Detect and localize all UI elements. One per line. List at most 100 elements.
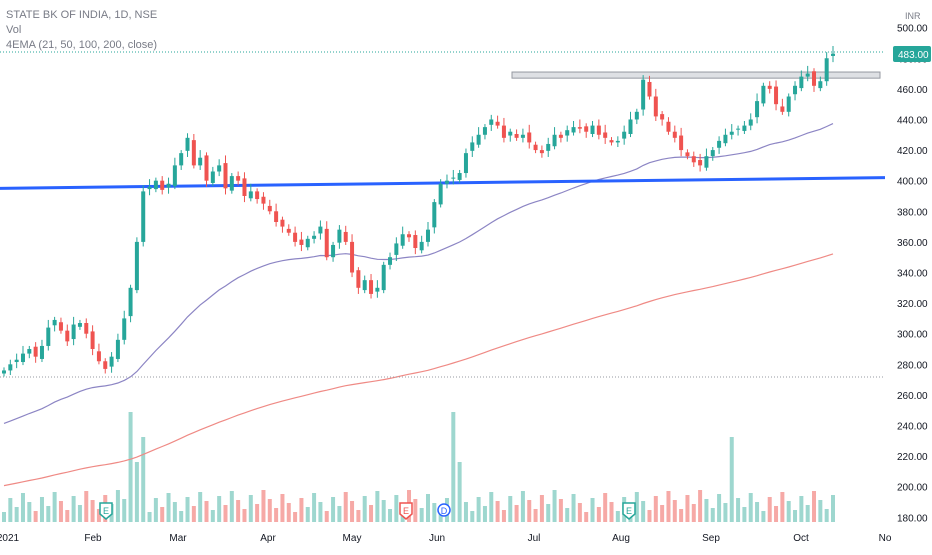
trendline-line	[0, 176, 886, 190]
volume-bar	[774, 506, 779, 522]
price-tick-label: 340.00	[897, 269, 928, 280]
candle-body	[305, 238, 310, 248]
volume-bar	[679, 509, 684, 522]
candle-body	[799, 76, 804, 89]
candles	[2, 46, 835, 377]
last-price-label: 483.00	[898, 50, 929, 61]
candle-body	[609, 140, 614, 143]
price-tick-label: 240.00	[897, 422, 928, 433]
candle-body	[596, 125, 601, 135]
trendline[interactable]	[0, 176, 886, 190]
volume-bar	[312, 493, 317, 522]
earnings-marker[interactable]: E	[99, 502, 113, 520]
price-tick-label: 400.00	[897, 177, 928, 188]
price-tick-label: 360.00	[897, 238, 928, 249]
volume-bar	[274, 508, 279, 522]
volume-bar	[185, 497, 190, 522]
candle-body	[331, 244, 336, 258]
candle-body	[539, 150, 544, 154]
candle-body	[723, 134, 728, 144]
candle-body	[495, 121, 500, 126]
candle-body	[755, 101, 760, 118]
candle-body	[767, 85, 772, 89]
earnings-marker[interactable]: E	[622, 502, 636, 520]
volume-bar	[172, 502, 177, 522]
candle-body	[812, 71, 817, 86]
candle-body	[362, 280, 367, 291]
candle-body	[704, 156, 709, 168]
volume-bar	[451, 412, 456, 522]
candle-body	[520, 134, 525, 138]
volume-bar	[761, 511, 766, 522]
volume-bar	[394, 495, 399, 522]
candle-body	[660, 114, 665, 120]
volume-bar	[375, 491, 380, 522]
candle-body	[793, 85, 798, 95]
volume-bar	[210, 510, 215, 522]
volume-bar	[793, 510, 798, 522]
time-tick-label: Mar	[169, 533, 187, 544]
volume-bar	[514, 505, 519, 522]
volume-bar	[84, 491, 89, 522]
volume-bar	[552, 490, 557, 522]
candle-body	[679, 135, 684, 151]
volume-bar	[824, 509, 829, 522]
volume-bar	[337, 506, 342, 522]
candle-body	[236, 176, 241, 181]
volume-bar	[147, 512, 152, 522]
volume-bar	[742, 507, 747, 522]
volume-bar	[115, 490, 120, 522]
volume-bar	[381, 500, 386, 522]
candle-body	[274, 211, 279, 222]
volume-bar	[293, 512, 298, 522]
volume-bar	[369, 505, 374, 522]
volume-bar	[58, 501, 63, 522]
candle-body	[122, 318, 127, 340]
candle-body	[388, 257, 393, 265]
volume-bar	[666, 491, 671, 522]
volume-bar	[647, 510, 652, 522]
candle-body	[552, 134, 557, 147]
price-tick-label: 280.00	[897, 360, 928, 371]
volume-bar	[527, 500, 532, 522]
time-tick-label: May	[343, 533, 362, 544]
candle-body	[141, 191, 146, 242]
candle-body	[248, 191, 253, 199]
volume-bar	[508, 496, 513, 522]
candle-body	[324, 228, 329, 258]
candle-body	[818, 81, 823, 89]
dividend-marker[interactable]: D	[437, 503, 451, 517]
candle-body	[198, 157, 203, 166]
volume-bar	[565, 508, 570, 522]
time-tick-label: 2021	[0, 533, 20, 544]
volume-bar	[20, 493, 25, 522]
candle-body	[65, 330, 70, 342]
volume-bar	[799, 496, 804, 522]
volume-bar	[691, 504, 696, 522]
candle-body	[622, 131, 627, 139]
volume-bar	[52, 492, 57, 522]
price-tick-label: 260.00	[897, 391, 928, 402]
candle-body	[698, 160, 703, 166]
volume-bar	[242, 509, 247, 522]
candle-body	[369, 280, 374, 294]
candle-body	[299, 239, 304, 245]
candle-body	[805, 73, 810, 77]
candle-body	[318, 226, 323, 234]
candle-body	[191, 140, 196, 166]
time-tick-label: Jul	[528, 533, 541, 544]
volume-bar	[577, 503, 582, 522]
price-tick-label: 200.00	[897, 483, 928, 494]
volume-bar	[495, 501, 500, 522]
marker-shape	[399, 502, 413, 520]
volume-bar	[179, 511, 184, 522]
earnings-marker[interactable]: E	[399, 502, 413, 520]
volume-bar	[470, 511, 475, 522]
candle-body	[103, 361, 108, 369]
candle-body	[666, 121, 671, 132]
volume-bar	[318, 502, 323, 522]
volume-bar	[685, 495, 690, 522]
